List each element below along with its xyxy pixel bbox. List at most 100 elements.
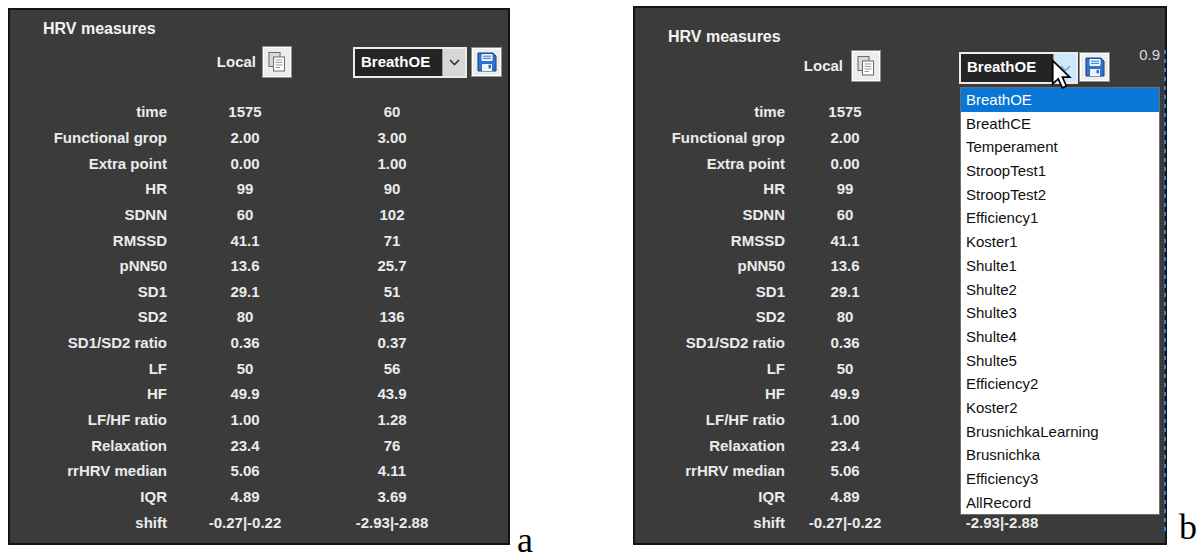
dropdown-option[interactable]: Brusnichka [961, 443, 1159, 467]
chevron-down-icon [449, 59, 460, 66]
measure-local-value: 2.00 [785, 129, 905, 146]
measure-row: SD1 29.1 51 [10, 278, 508, 304]
figure-label-a: a [517, 522, 533, 556]
measure-label: rrHRV median [635, 462, 785, 479]
dropdown-option[interactable]: Shulte3 [961, 301, 1159, 325]
measure-local-value: -0.27|-0.22 [185, 514, 305, 531]
measure-label: SD1/SD2 ratio [635, 334, 785, 351]
record-select-value: BreathOE [961, 54, 1053, 82]
measure-label: SD1 [10, 283, 167, 300]
panel-title: HRV measures [668, 28, 781, 46]
save-button[interactable] [471, 47, 502, 77]
measure-row: shift -0.27|-0.22 -2.93|-2.88 [10, 509, 508, 535]
measure-local-value: 99 [185, 180, 305, 197]
measure-label: HR [10, 180, 167, 197]
measure-label: SD2 [10, 308, 167, 325]
dropdown-option[interactable]: BreathOE [961, 88, 1159, 112]
measure-local-value: 0.00 [785, 155, 905, 172]
figure-label-b: b [1179, 509, 1197, 545]
panel-title: HRV measures [43, 20, 156, 38]
measure-row: RMSSD 41.1 71 [10, 227, 508, 253]
measure-record-value: 56 [322, 360, 462, 377]
measure-record-value: 1.28 [322, 411, 462, 428]
dropdown-option[interactable]: BreathCE [961, 112, 1159, 136]
dropdown-option[interactable]: AllRecord [961, 491, 1159, 515]
measure-row: LF 50 56 [10, 355, 508, 381]
measure-record-value: 4.11 [322, 462, 462, 479]
dropdown-option[interactable]: Shulte5 [961, 349, 1159, 373]
measure-label: Functional grop [10, 129, 167, 146]
measure-local-value: 5.06 [185, 462, 305, 479]
record-dropdown-list[interactable]: BreathOE BreathCE Temperament StroopTest… [960, 87, 1160, 515]
measure-record-value: -2.93|-2.88 [322, 514, 462, 531]
dropdown-option[interactable]: Shulte1 [961, 254, 1159, 278]
measure-local-value: 50 [185, 360, 305, 377]
measure-label: pNN50 [10, 257, 167, 274]
measure-local-value: 2.00 [185, 129, 305, 146]
dropdown-option[interactable]: Koster1 [961, 230, 1159, 254]
measure-label: LF [10, 360, 167, 377]
measure-local-value: 50 [785, 360, 905, 377]
measure-label: SD1 [635, 283, 785, 300]
measure-local-value: -0.27|-0.22 [785, 514, 905, 531]
measure-row: HF 49.9 43.9 [10, 381, 508, 407]
measure-row: HR 99 90 [10, 176, 508, 202]
measure-label: HR [635, 180, 785, 197]
dropdown-option[interactable]: Temperament [961, 135, 1159, 159]
measure-local-value: 0.00 [185, 155, 305, 172]
dropdown-option[interactable]: BrusnichkaLearning [961, 420, 1159, 444]
measure-row: Functional grop 2.00 3.00 [10, 125, 508, 151]
measure-local-value: 1.00 [185, 411, 305, 428]
measure-label: RMSSD [635, 232, 785, 249]
measure-label: Functional grop [635, 129, 785, 146]
measure-local-value: 1575 [185, 103, 305, 120]
measure-record-value: 43.9 [322, 385, 462, 402]
measure-label: SDNN [10, 206, 167, 223]
dropdown-option[interactable]: Efficiency1 [961, 206, 1159, 230]
dropdown-option[interactable]: Efficiency2 [961, 372, 1159, 396]
measure-local-value: 0.36 [185, 334, 305, 351]
measure-local-value: 23.4 [785, 437, 905, 454]
dropdown-option[interactable]: StroopTest2 [961, 183, 1159, 207]
measure-label: SD2 [635, 308, 785, 325]
measure-label: HF [635, 385, 785, 402]
measure-record-value: 25.7 [322, 257, 462, 274]
measure-label: Extra point [10, 155, 167, 172]
measure-record-value: -2.93|-2.88 [927, 514, 1077, 531]
dropdown-option[interactable]: Efficiency3 [961, 467, 1159, 491]
copy-button[interactable] [262, 46, 292, 78]
hrv-measures-panel-a: HRV measures Local BreathOE [8, 8, 510, 545]
measure-label: rrHRV median [10, 462, 167, 479]
local-column-header: Local [188, 53, 256, 70]
measure-row: IQR 4.89 3.69 [10, 484, 508, 510]
local-column-header: Local [773, 57, 843, 74]
measure-label: IQR [635, 488, 785, 505]
dropdown-option[interactable]: Koster2 [961, 396, 1159, 420]
measure-record-value: 90 [322, 180, 462, 197]
measure-label: shift [635, 514, 785, 531]
measure-row: SD1/SD2 ratio 0.36 0.37 [10, 330, 508, 356]
measure-record-value: 0.37 [322, 334, 462, 351]
measure-local-value: 13.6 [785, 257, 905, 274]
measure-label: SDNN [635, 206, 785, 223]
dropdown-option[interactable]: Shulte2 [961, 278, 1159, 302]
measure-label: SD1/SD2 ratio [10, 334, 167, 351]
measure-local-value: 29.1 [185, 283, 305, 300]
record-select-arrow-button[interactable] [442, 49, 465, 76]
measure-local-value: 49.9 [185, 385, 305, 402]
measure-local-value: 1575 [785, 103, 905, 120]
measure-label: Relaxation [635, 437, 785, 454]
measure-row: LF/HF ratio 1.00 1.28 [10, 407, 508, 433]
record-select[interactable]: BreathOE [353, 47, 467, 78]
measure-label: LF [635, 360, 785, 377]
measure-record-value: 60 [322, 103, 462, 120]
measures-table: time 1575 60 Functional grop 2.00 3.00 E… [10, 99, 508, 535]
measure-local-value: 60 [185, 206, 305, 223]
dropdown-option[interactable]: StroopTest1 [961, 159, 1159, 183]
measure-label: HF [10, 385, 167, 402]
hrv-measures-panel-b: HRV measures Local BreathOE 0.9 [633, 6, 1167, 545]
measure-label: IQR [10, 488, 167, 505]
copy-button[interactable] [851, 50, 881, 82]
measure-local-value: 4.89 [785, 488, 905, 505]
dropdown-option[interactable]: Shulte4 [961, 325, 1159, 349]
